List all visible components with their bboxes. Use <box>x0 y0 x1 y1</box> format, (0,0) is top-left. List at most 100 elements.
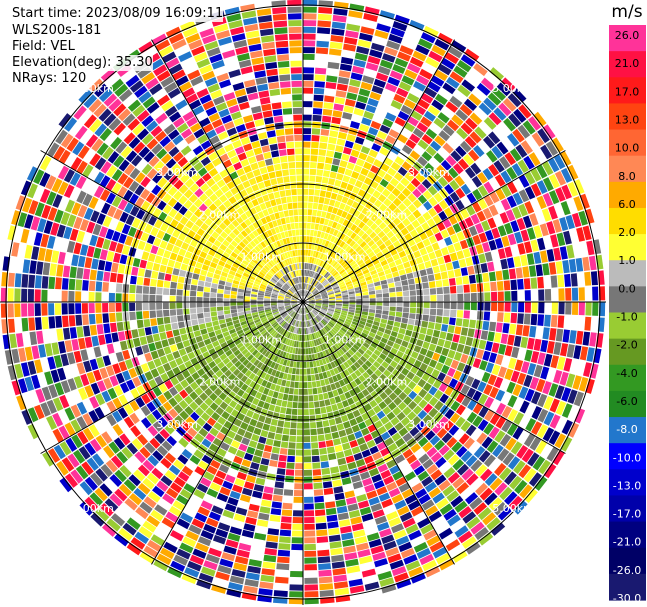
velocity-cell <box>237 500 249 510</box>
velocity-cell <box>89 358 99 371</box>
velocity-cell <box>540 339 549 353</box>
velocity-cell <box>275 569 289 577</box>
velocity-cell <box>263 179 272 188</box>
velocity-cell <box>361 311 369 316</box>
velocity-cell <box>326 370 332 378</box>
velocity-cell <box>128 474 141 487</box>
velocity-cell <box>230 155 240 165</box>
velocity-cell <box>271 346 277 354</box>
velocity-cell <box>564 315 572 329</box>
velocity-cell <box>157 348 166 358</box>
velocity-cell <box>115 351 124 362</box>
velocity-cell <box>347 85 360 94</box>
velocity-cell <box>303 33 316 40</box>
velocity-cell <box>386 411 396 421</box>
velocity-cell <box>17 212 28 228</box>
velocity-cell <box>266 286 273 291</box>
velocity-cell <box>351 171 360 180</box>
velocity-cell <box>166 353 175 362</box>
velocity-cell <box>489 386 499 399</box>
velocity-cell <box>325 82 337 90</box>
velocity-cell <box>313 196 320 203</box>
velocity-cell <box>308 277 311 284</box>
velocity-cell <box>460 327 469 336</box>
velocity-cell <box>356 542 369 552</box>
velocity-cell <box>418 453 430 464</box>
velocity-cell <box>364 455 374 465</box>
velocity-cell <box>392 197 402 207</box>
velocity-cell <box>254 532 267 541</box>
velocity-cell <box>244 310 251 315</box>
velocity-cell <box>206 227 214 235</box>
velocity-cell <box>485 362 495 373</box>
velocity-cell <box>327 241 333 249</box>
velocity-cell <box>343 275 350 281</box>
velocity-cell <box>337 131 348 140</box>
velocity-cell <box>342 304 349 307</box>
velocity-cell <box>328 308 335 312</box>
velocity-cell <box>250 296 257 300</box>
velocity-cell <box>146 413 157 425</box>
velocity-cell <box>329 213 336 221</box>
velocity-cell <box>240 66 253 75</box>
velocity-cell <box>351 321 359 326</box>
velocity-cell <box>114 533 129 547</box>
velocity-cell <box>359 443 369 452</box>
velocity-cell <box>313 317 318 324</box>
velocity-cell <box>84 496 99 511</box>
velocity-cell <box>257 196 264 204</box>
velocity-cell <box>248 224 256 232</box>
velocity-cell <box>357 348 365 355</box>
velocity-cell <box>325 284 331 289</box>
velocity-cell <box>150 245 159 255</box>
velocity-cell <box>109 312 116 323</box>
velocity-cell <box>252 490 263 499</box>
velocity-cell <box>434 232 444 242</box>
velocity-cell <box>494 174 506 187</box>
velocity-cell <box>277 549 290 557</box>
velocity-cell <box>294 469 303 476</box>
velocity-cell <box>244 329 251 335</box>
velocity-cell <box>280 441 289 449</box>
velocity-cell <box>381 498 393 509</box>
velocity-cell <box>80 373 90 387</box>
velocity-cell <box>119 465 132 478</box>
velocity-cell <box>334 444 343 453</box>
velocity-cell <box>290 318 295 325</box>
velocity-cell <box>291 264 295 271</box>
velocity-cell <box>184 567 200 578</box>
velocity-cell <box>403 302 410 307</box>
velocity-cell <box>269 269 275 276</box>
velocity-cell <box>278 270 284 277</box>
velocity-cell <box>314 317 319 323</box>
velocity-cell <box>21 288 28 302</box>
velocity-cell <box>342 353 349 361</box>
velocity-cell <box>284 182 291 190</box>
velocity-cell <box>349 3 365 12</box>
velocity-cell <box>253 316 260 321</box>
velocity-cell <box>530 314 538 326</box>
velocity-cell <box>475 223 484 234</box>
velocity-cell <box>216 432 226 441</box>
velocity-cell <box>284 300 291 302</box>
velocity-cell <box>271 304 278 307</box>
velocity-cell <box>303 202 308 209</box>
velocity-cell <box>288 280 293 287</box>
velocity-cell <box>265 438 274 446</box>
velocity-cell <box>250 272 257 278</box>
velocity-cell <box>349 418 358 427</box>
velocity-cell <box>376 168 386 178</box>
velocity-cell <box>105 228 115 240</box>
velocity-cell <box>186 167 197 178</box>
velocity-cell <box>183 308 190 315</box>
velocity-cell <box>304 523 315 530</box>
velocity-cell <box>518 203 528 217</box>
velocity-cell <box>363 519 376 529</box>
velocity-cell <box>304 307 307 314</box>
velocity-cell <box>346 183 354 192</box>
velocity-cell <box>294 141 303 148</box>
velocity-cell <box>367 408 376 418</box>
velocity-cell <box>329 41 343 50</box>
velocity-cell <box>250 50 263 59</box>
velocity-cell <box>376 486 388 496</box>
